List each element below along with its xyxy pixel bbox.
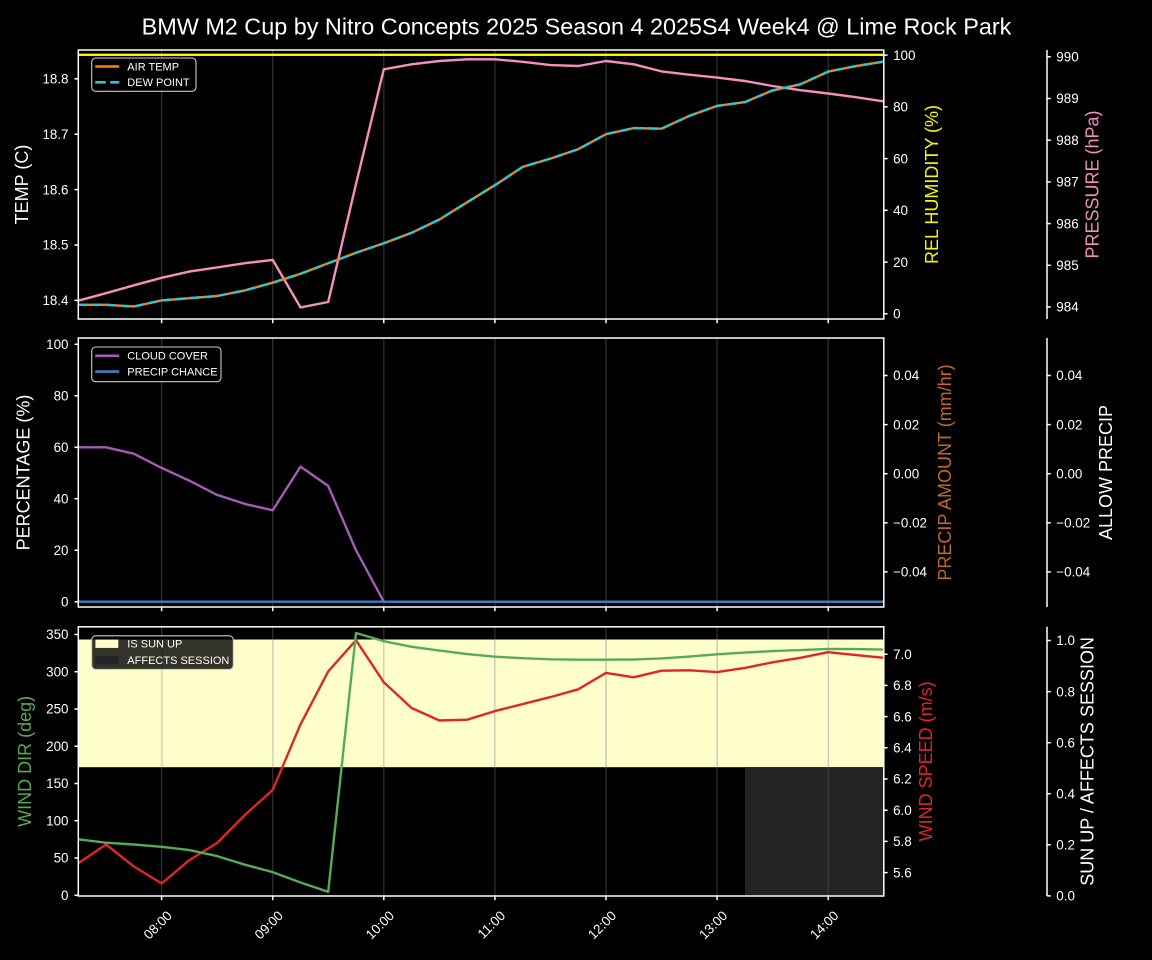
svg-text:6.4: 6.4 [893, 741, 912, 756]
svg-text:0.04: 0.04 [893, 368, 920, 383]
svg-text:6.2: 6.2 [893, 772, 912, 787]
svg-text:5.6: 5.6 [893, 865, 912, 880]
svg-text:80: 80 [893, 100, 908, 115]
svg-text:0.04: 0.04 [1056, 368, 1083, 383]
svg-text:BMW M2 Cup by Nitro Concepts 2: BMW M2 Cup by Nitro Concepts 2025 Season… [142, 14, 1012, 40]
svg-text:−0.04: −0.04 [893, 565, 927, 580]
svg-text:40: 40 [54, 491, 69, 506]
svg-text:60: 60 [54, 440, 69, 455]
svg-text:350: 350 [46, 627, 68, 642]
svg-text:CLOUD COVER: CLOUD COVER [127, 351, 208, 363]
svg-text:80: 80 [54, 389, 69, 404]
svg-text:6.0: 6.0 [893, 803, 912, 818]
svg-text:0: 0 [61, 888, 68, 903]
svg-text:100: 100 [46, 813, 68, 828]
svg-text:200: 200 [46, 739, 68, 754]
svg-text:0.02: 0.02 [1056, 417, 1082, 432]
svg-text:IS SUN UP: IS SUN UP [127, 639, 182, 651]
svg-text:20: 20 [893, 255, 908, 270]
svg-text:987: 987 [1056, 175, 1078, 190]
svg-text:WIND DIR (deg): WIND DIR (deg) [15, 696, 35, 827]
svg-text:18.5: 18.5 [42, 238, 68, 253]
svg-text:100: 100 [46, 337, 68, 352]
svg-text:−0.02: −0.02 [893, 516, 927, 531]
svg-text:250: 250 [46, 702, 68, 717]
svg-text:6.6: 6.6 [893, 709, 912, 724]
svg-text:40: 40 [893, 203, 908, 218]
svg-text:PRECIP CHANCE: PRECIP CHANCE [127, 367, 217, 379]
svg-text:5.8: 5.8 [893, 834, 912, 849]
svg-text:0.4: 0.4 [1056, 786, 1075, 801]
svg-text:7.0: 7.0 [893, 647, 912, 662]
svg-text:0.0: 0.0 [1056, 889, 1075, 904]
svg-text:60: 60 [893, 151, 908, 166]
svg-text:0.8: 0.8 [1056, 684, 1075, 699]
svg-text:−0.04: −0.04 [1056, 565, 1090, 580]
svg-text:300: 300 [46, 664, 68, 679]
svg-text:0.2: 0.2 [1056, 838, 1075, 853]
svg-text:1.0: 1.0 [1056, 633, 1075, 648]
svg-text:100: 100 [893, 48, 915, 63]
svg-text:984: 984 [1056, 300, 1079, 315]
svg-text:988: 988 [1056, 133, 1078, 148]
svg-text:6.8: 6.8 [893, 678, 912, 693]
svg-text:PRECIP AMOUNT (mm/hr): PRECIP AMOUNT (mm/hr) [935, 364, 955, 580]
svg-text:WIND SPEED (m/s): WIND SPEED (m/s) [916, 681, 936, 841]
svg-text:PRESSURE (hPa): PRESSURE (hPa) [1083, 110, 1103, 258]
svg-text:−0.02: −0.02 [1056, 516, 1090, 531]
svg-text:18.8: 18.8 [42, 72, 68, 87]
svg-text:0.02: 0.02 [893, 417, 919, 432]
svg-text:0: 0 [893, 307, 900, 322]
svg-text:986: 986 [1056, 216, 1078, 231]
svg-text:20: 20 [54, 543, 69, 558]
svg-text:50: 50 [54, 851, 69, 866]
svg-text:DEW POINT: DEW POINT [127, 77, 190, 89]
svg-text:18.4: 18.4 [42, 293, 69, 308]
svg-text:PERCENTAGE (%): PERCENTAGE (%) [14, 395, 34, 551]
svg-text:0.00: 0.00 [893, 466, 919, 481]
svg-text:0.6: 0.6 [1056, 735, 1075, 750]
svg-text:985: 985 [1056, 258, 1078, 273]
svg-text:0.00: 0.00 [1056, 466, 1082, 481]
svg-text:18.6: 18.6 [42, 182, 68, 197]
svg-text:989: 989 [1056, 91, 1078, 106]
svg-text:AIR TEMP: AIR TEMP [127, 61, 179, 73]
svg-text:150: 150 [46, 776, 68, 791]
svg-text:AFFECTS SESSION: AFFECTS SESSION [127, 655, 229, 667]
svg-text:SUN UP / AFFECTS SESSION: SUN UP / AFFECTS SESSION [1078, 637, 1098, 886]
svg-text:REL HUMIDITY (%): REL HUMIDITY (%) [922, 105, 942, 264]
svg-text:0: 0 [61, 594, 68, 609]
svg-text:ALLOW PRECIP: ALLOW PRECIP [1096, 405, 1116, 540]
svg-text:18.7: 18.7 [42, 127, 68, 142]
svg-text:990: 990 [1056, 50, 1078, 65]
svg-text:TEMP (C): TEMP (C) [12, 145, 32, 225]
